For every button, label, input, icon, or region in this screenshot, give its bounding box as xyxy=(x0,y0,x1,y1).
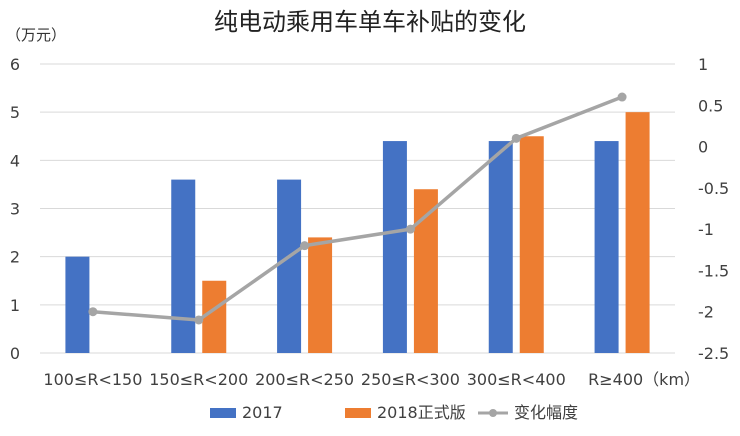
left-tick-label: 4 xyxy=(10,151,20,170)
left-tick-label: 2 xyxy=(10,248,20,267)
right-tick-label: -1 xyxy=(698,220,714,239)
right-tick-label: -2.5 xyxy=(698,344,729,363)
left-tick-label: 0 xyxy=(10,344,20,363)
left-axis-ticks: 0 1 2 3 4 5 6 xyxy=(10,55,20,363)
legend-label-变化幅度: 变化幅度 xyxy=(514,403,578,422)
bar-series xyxy=(65,112,650,354)
legend-swatch-2018正式版 xyxy=(345,408,371,418)
right-tick-label: -2 xyxy=(698,303,714,322)
right-tick-label: 1 xyxy=(698,55,708,74)
category-label: R≥400（km） xyxy=(588,370,700,389)
point-变化幅度 xyxy=(617,92,627,102)
legend-label-2018正式版: 2018正式版 xyxy=(377,403,466,422)
gridlines xyxy=(40,63,675,354)
category-label: 150≤R<200 xyxy=(149,370,248,389)
left-tick-label: 1 xyxy=(10,296,20,315)
line-变化幅度 xyxy=(92,95,623,322)
point-变化幅度 xyxy=(194,315,204,325)
y-axis-unit-label: （万元） xyxy=(6,26,66,44)
bar-2017 xyxy=(594,141,619,353)
right-tick-label: -1.5 xyxy=(698,261,729,280)
point-变化幅度 xyxy=(300,241,310,251)
left-tick-label: 6 xyxy=(10,55,20,74)
point-变化幅度 xyxy=(88,307,98,317)
category-label: 300≤R<400 xyxy=(467,370,566,389)
bar-2017 xyxy=(171,179,196,353)
right-axis-ticks: -2.5 -2 -1.5 -1 -0.5 0 0.5 1 xyxy=(698,55,729,363)
bar-2018正式版 xyxy=(202,280,227,353)
bar-2018正式版 xyxy=(625,112,650,354)
bar-2018正式版 xyxy=(519,136,544,353)
bar-2017 xyxy=(277,179,302,353)
point-变化幅度 xyxy=(405,224,415,234)
right-tick-label: -0.5 xyxy=(698,179,729,198)
legend-marker-变化幅度 xyxy=(489,409,497,417)
left-tick-label: 5 xyxy=(10,103,20,122)
bar-2017 xyxy=(488,141,513,353)
right-tick-label: 0.5 xyxy=(698,96,723,115)
category-label: 200≤R<250 xyxy=(255,370,354,389)
legend: 2017 2018正式版 变化幅度 xyxy=(210,403,578,422)
category-label: 100≤R<150 xyxy=(43,370,142,389)
category-labels: 100≤R<150 150≤R<200 200≤R<250 250≤R<300 300≤… xyxy=(43,370,700,389)
point-变化幅度 xyxy=(511,133,521,143)
legend-swatch-2017 xyxy=(210,408,236,418)
bar-2017 xyxy=(382,141,407,353)
line-series xyxy=(88,92,627,325)
legend-label-2017: 2017 xyxy=(242,403,283,422)
left-tick-label: 3 xyxy=(10,200,20,219)
right-tick-label: 0 xyxy=(698,138,708,157)
category-label: 250≤R<300 xyxy=(361,370,460,389)
chart-title: 纯电动乘用车单车补贴的变化 xyxy=(214,8,526,36)
bar-2018正式版 xyxy=(308,237,333,353)
bar-2017 xyxy=(65,256,90,353)
